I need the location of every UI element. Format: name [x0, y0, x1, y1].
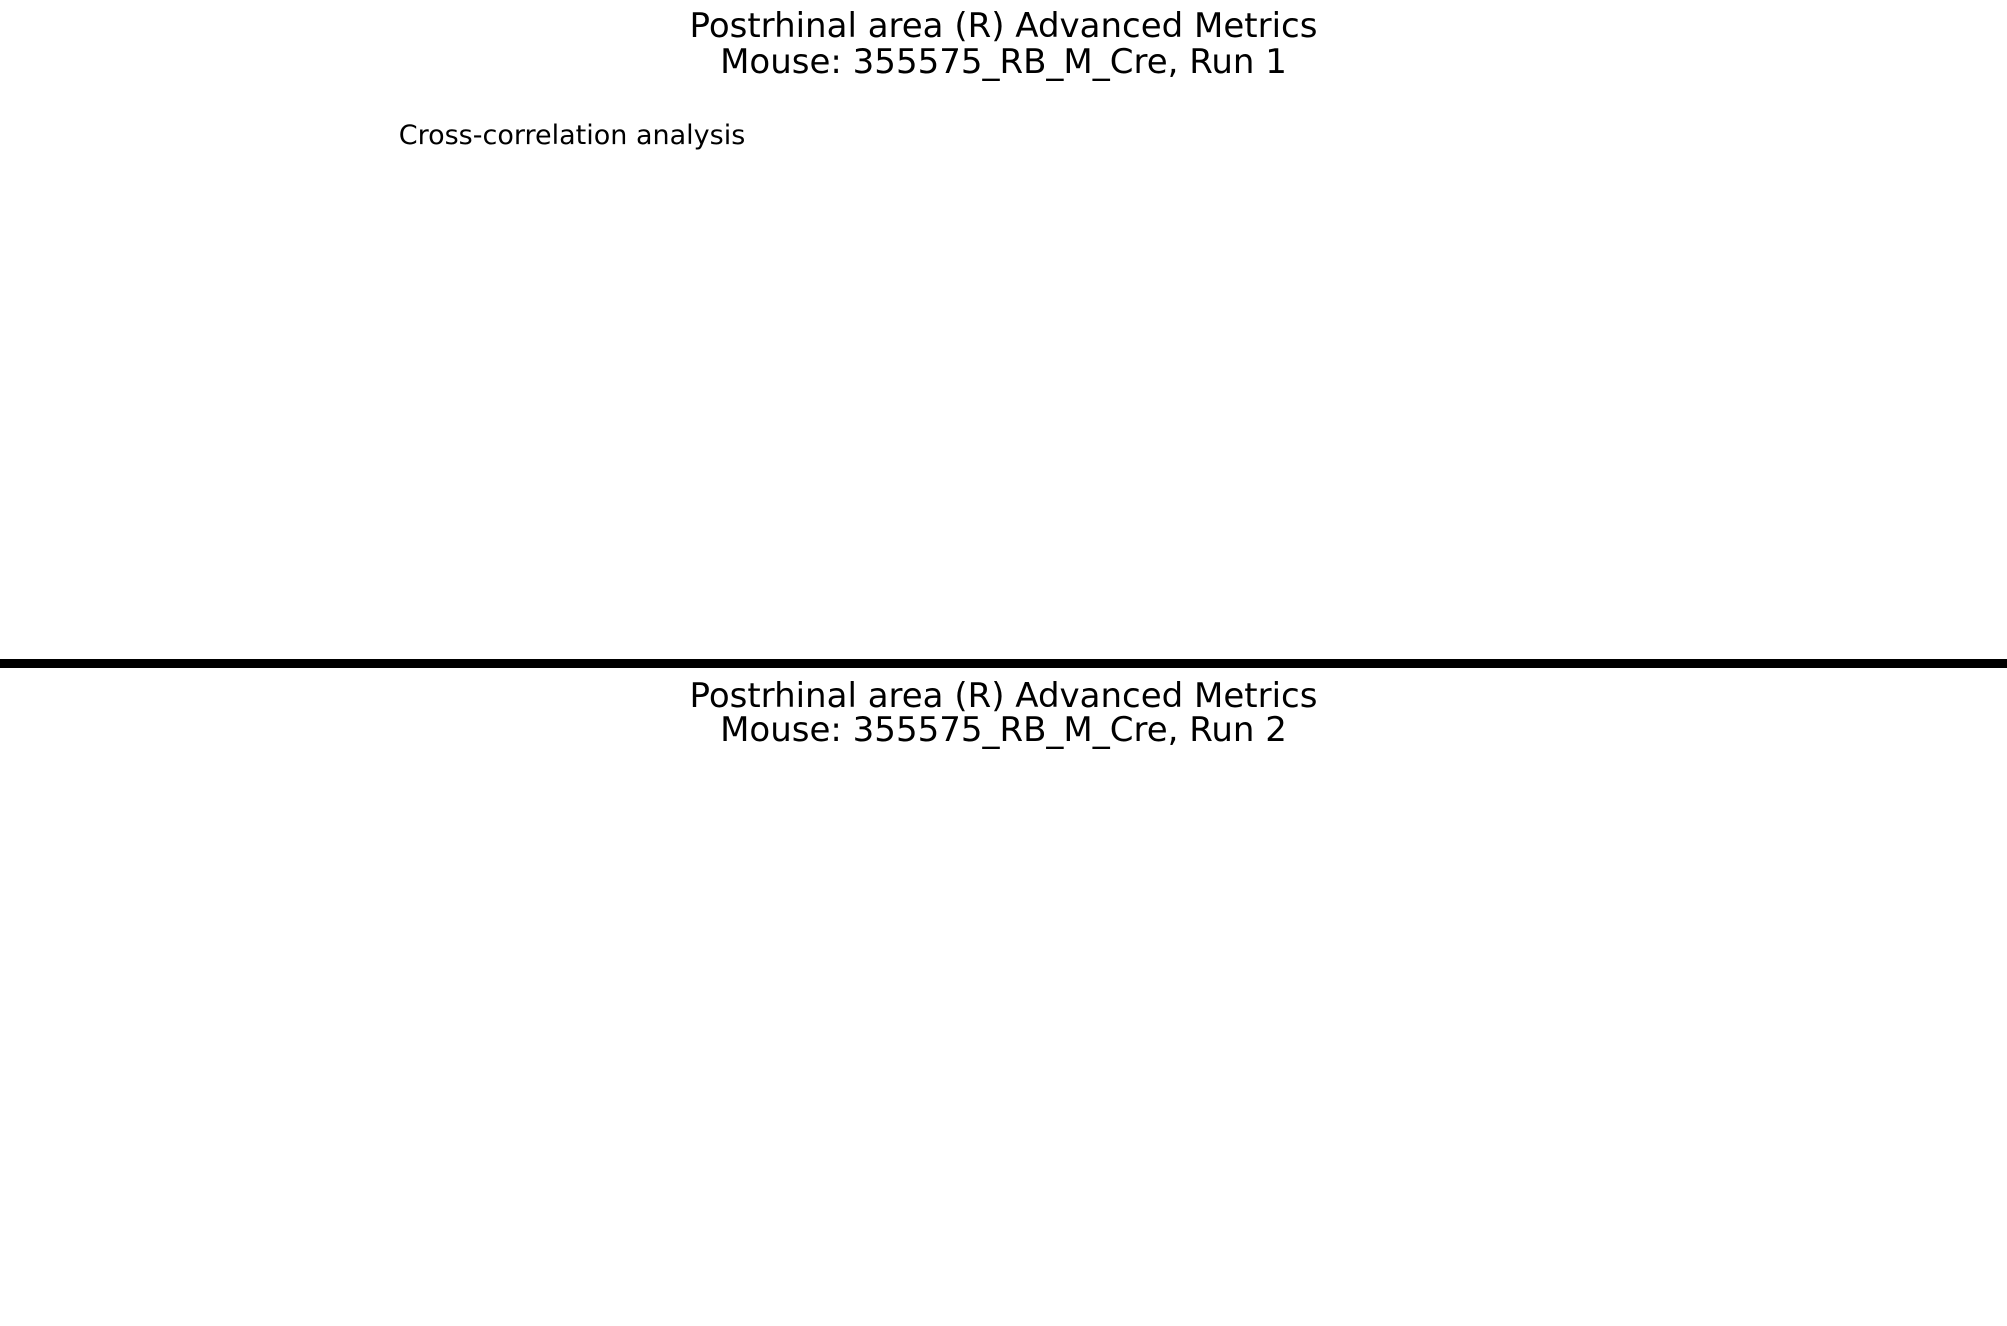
figure-divider [0, 659, 2007, 668]
figure2-suptitle-line1: Postrhinal area (R) Advanced Metrics [689, 676, 1318, 716]
run1-crosscorr-title: Cross-correlation analysis [398, 120, 746, 151]
figure-1: Postrhinal area (R) Advanced Metrics Mou… [0, 0, 2007, 659]
figure1-suptitle-line1: Postrhinal area (R) Advanced Metrics [689, 6, 1318, 46]
figure-2: Postrhinal area (R) Advanced Metrics Mou… [0, 668, 2007, 1326]
figure2-suptitle-line2: Mouse: 355575_RB_M_Cre, Run 2 [720, 710, 1287, 750]
figure1-suptitle-line2: Mouse: 355575_RB_M_Cre, Run 1 [720, 42, 1287, 82]
